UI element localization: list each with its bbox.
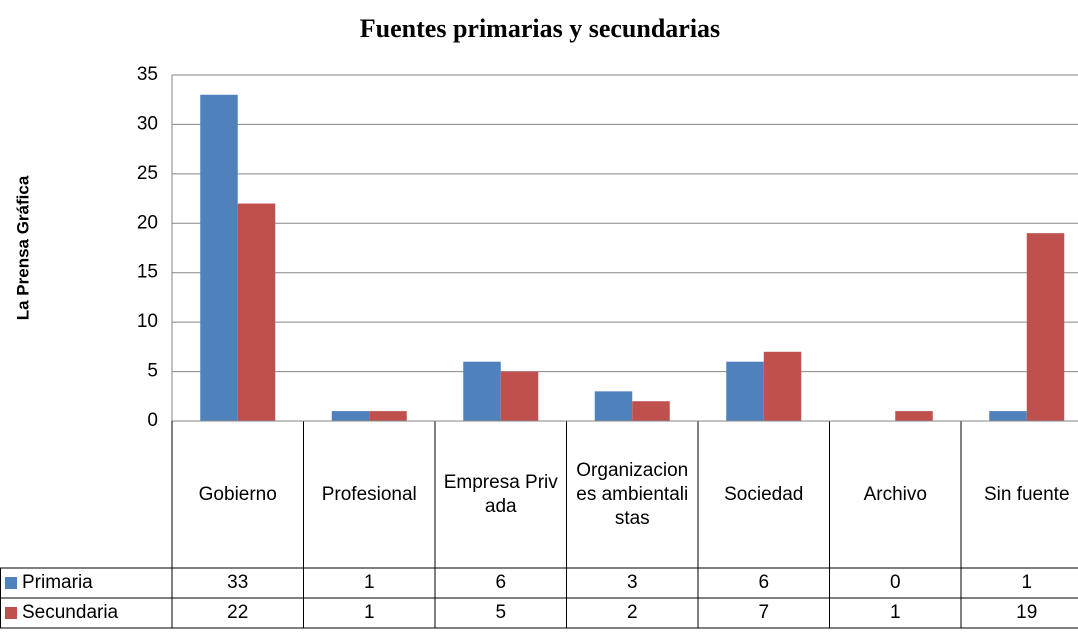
table-value: 1	[890, 602, 901, 623]
table-value: 1	[1021, 572, 1032, 593]
x-tick-label: Sin fuente	[983, 483, 1070, 505]
bar	[237, 203, 276, 421]
table-value: 33	[227, 572, 248, 593]
x-tick-label: Empresa Privada	[443, 471, 558, 517]
table-value: 2	[627, 602, 638, 623]
table-value: 1	[364, 602, 375, 623]
y-tick-label: 35	[137, 64, 158, 85]
bar	[726, 361, 764, 421]
chart-title: Fuentes primarias y secundarias	[360, 14, 720, 43]
category-cell: Profesional	[321, 483, 417, 505]
category-cell: Sin fuente	[983, 483, 1070, 505]
category-cell: Archivo	[863, 483, 927, 505]
y-axis-label: La Prensa Gráfica	[13, 175, 32, 320]
category-cell: Sociedad	[724, 483, 804, 505]
bar	[895, 411, 933, 421]
bar	[594, 391, 633, 421]
y-tick-label: 25	[137, 163, 158, 184]
y-tick-label: 20	[137, 212, 158, 233]
bar	[331, 411, 370, 421]
table-value: 22	[227, 602, 248, 623]
y-tick-label: 0	[147, 410, 158, 431]
table-value: 0	[890, 572, 901, 593]
table-value: 7	[758, 602, 769, 623]
legend-swatch	[5, 577, 17, 589]
y-tick-label: 30	[137, 113, 158, 134]
legend-label: Secundaria	[22, 602, 119, 623]
bar	[1026, 233, 1065, 421]
y-tick-label: 15	[137, 262, 158, 283]
x-tick-label: Profesional	[321, 483, 417, 505]
bar	[632, 401, 670, 421]
table-value: 1	[364, 572, 375, 593]
table-value: 5	[495, 602, 506, 623]
table-value: 6	[495, 572, 506, 593]
bar	[200, 94, 238, 422]
bar	[463, 361, 501, 421]
table-value: 19	[1016, 602, 1037, 623]
y-tick-label: 10	[137, 311, 158, 332]
bar	[369, 411, 407, 421]
x-tick-label: Organizaciones ambientalistas	[576, 459, 689, 529]
category-cell: Organizaciones ambientalistas	[576, 459, 689, 529]
category-cell: Empresa Privada	[443, 471, 558, 517]
category-cell: Gobierno	[198, 483, 277, 505]
bar	[989, 411, 1027, 421]
legend-label: Primaria	[22, 572, 93, 593]
table-value: 6	[758, 572, 769, 593]
x-tick-label: Archivo	[863, 483, 927, 505]
bar	[500, 371, 539, 421]
table-value: 3	[627, 572, 638, 593]
y-tick-label: 5	[147, 361, 158, 382]
legend-swatch	[5, 607, 17, 619]
bar	[763, 351, 802, 421]
x-tick-label: Sociedad	[724, 483, 804, 505]
x-tick-label: Gobierno	[198, 483, 277, 505]
